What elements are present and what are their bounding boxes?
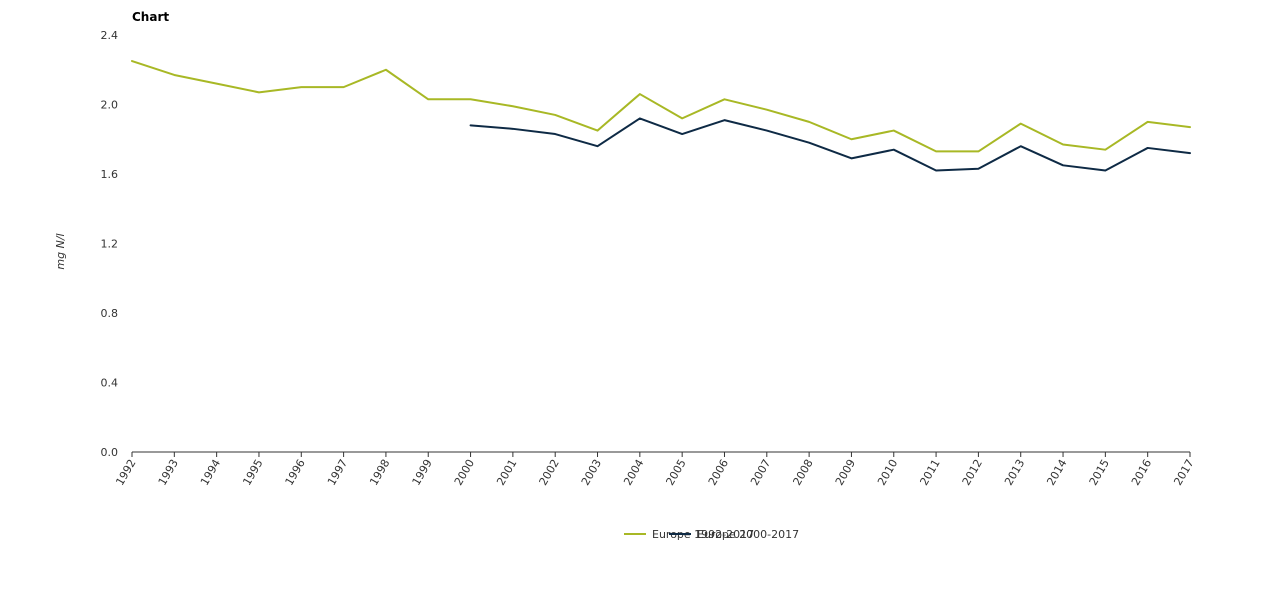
x-tick-label: 2015	[1087, 457, 1112, 488]
legend-item-1[interactable]: Europe 1992-2017	[624, 528, 754, 541]
x-tick-label: 2017	[1171, 457, 1196, 488]
x-tick-label: 1994	[198, 457, 223, 488]
x-tick-label: 2008	[790, 457, 815, 488]
x-tick-label: 2000	[452, 457, 477, 488]
x-axis: 1992 1993 1994 1995 1996 1997 1998 1999 2000 2001…	[113, 451, 1197, 488]
y-tick-label: 0.4	[101, 377, 119, 390]
y-tick-label: 1.6	[101, 168, 119, 181]
legend-label: Europe 2000-2017	[697, 528, 799, 541]
x-tick-label: 1995	[240, 457, 265, 488]
x-tick-label: 1996	[283, 457, 308, 488]
x-tick-label: 2009	[833, 457, 858, 488]
series-line-2[interactable]	[469, 117, 1191, 172]
x-tick-label: 2002	[537, 457, 562, 488]
x-tick-label: 1997	[325, 457, 350, 488]
y-tick-label: 2.0	[101, 99, 119, 112]
x-tick-label: 2010	[875, 457, 900, 488]
x-tick-label: 2011	[917, 457, 942, 488]
y-tick-label: 0.0	[101, 446, 119, 459]
series-layer	[131, 60, 1191, 172]
legend-item-2[interactable]: Europe 2000-2017	[669, 528, 799, 541]
x-tick-label: 2013	[1002, 457, 1027, 488]
x-tick-label: 2006	[706, 457, 731, 488]
x-tick-label: 2003	[579, 457, 604, 488]
x-tick-label: 2004	[621, 457, 646, 488]
x-tick-label: 2012	[960, 457, 985, 488]
x-tick-label: 2005	[663, 457, 688, 488]
x-tick-label: 1999	[410, 457, 435, 488]
chart-title: Chart	[132, 10, 170, 24]
y-axis-label: mg N/l	[54, 233, 67, 269]
x-tick-label: 2016	[1129, 457, 1154, 488]
y-tick-label: 0.8	[101, 307, 119, 320]
y-tick-label: 2.4	[101, 29, 119, 42]
series-line-1[interactable]	[131, 60, 1191, 153]
x-tick-label: 2014	[1044, 457, 1069, 488]
x-tick-label: 2007	[748, 457, 773, 488]
y-tick-label: 1.2	[101, 238, 119, 251]
x-tick-label: 1998	[367, 457, 392, 488]
x-tick-label: 2001	[494, 457, 519, 488]
x-tick-label: 1993	[156, 457, 181, 488]
y-axis: 0.0 0.4 0.8 1.2 1.6 2.0 2.4 mg N/l	[54, 29, 118, 459]
legend-label: Europe 1992-2017	[652, 528, 754, 541]
x-tick-label: 1992	[113, 457, 138, 488]
